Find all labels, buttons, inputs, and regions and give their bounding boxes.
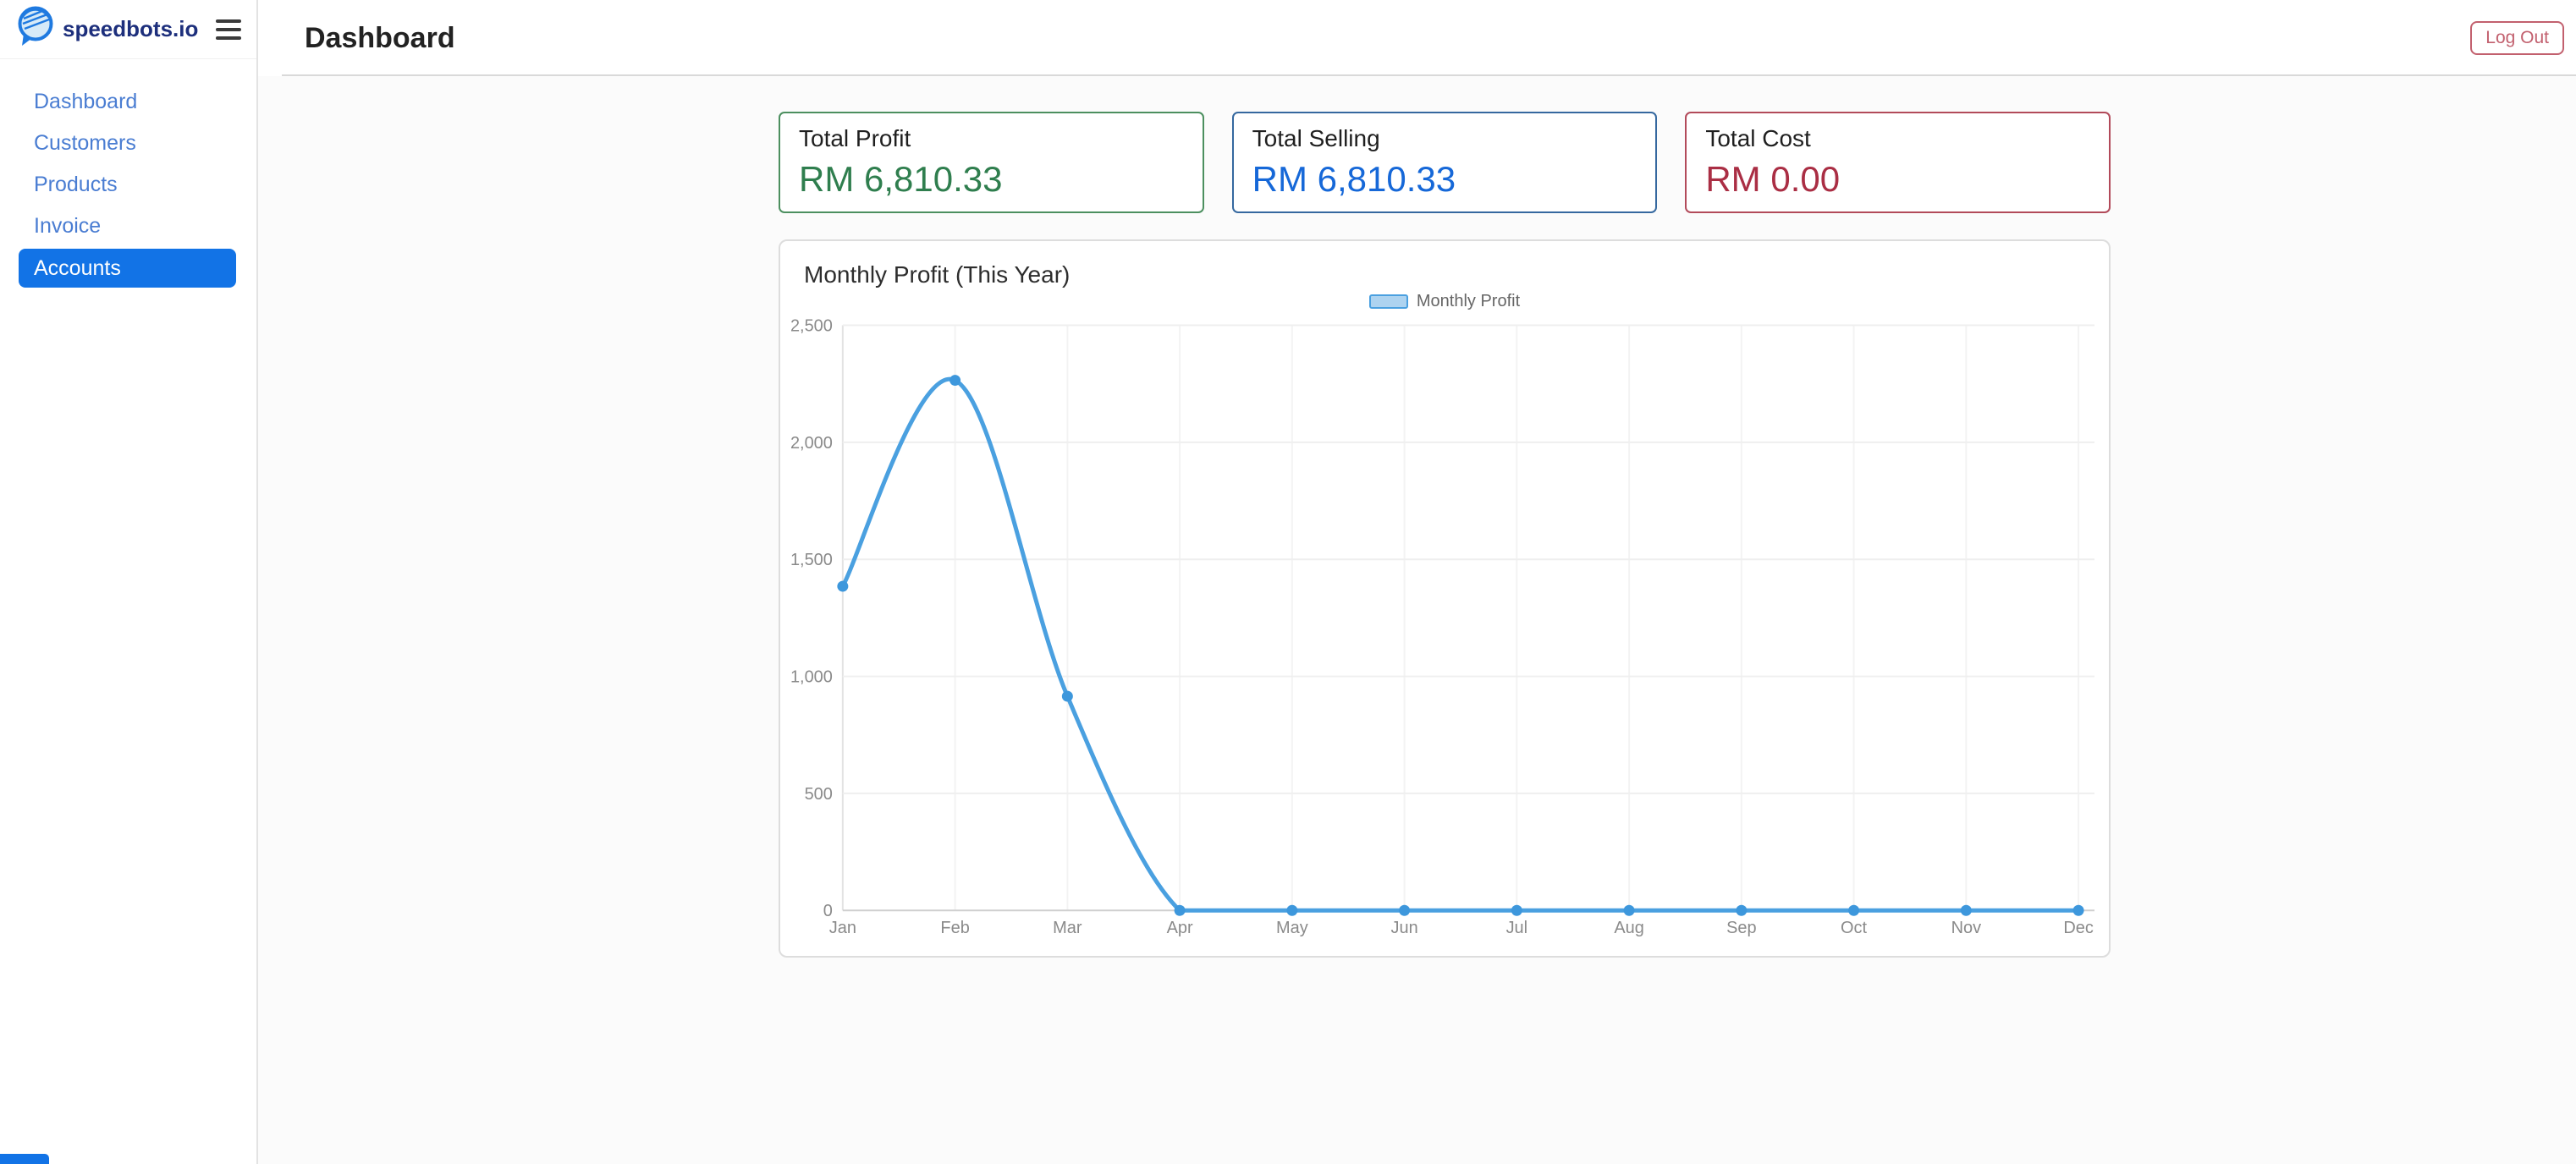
svg-text:Jul: Jul — [1506, 919, 1528, 937]
svg-text:May: May — [1276, 919, 1308, 937]
svg-text:Feb: Feb — [940, 919, 969, 937]
monthly-profit-chart[interactable]: Jan Feb Mar Apr May Jun Jul Aug Sep Oct Nov Dec 2,50… — [780, 241, 2109, 956]
svg-text:1,500: 1,500 — [790, 551, 833, 569]
brand-logo-icon — [17, 5, 54, 53]
svg-text:Jan: Jan — [829, 919, 856, 937]
logo-row: speedbots.io — [0, 0, 256, 59]
partial-nav-pill-fragment — [0, 1154, 49, 1164]
svg-text:1,000: 1,000 — [790, 668, 833, 687]
brand-name: speedbots.io — [63, 16, 199, 41]
svg-text:2,500: 2,500 — [790, 317, 833, 336]
stats-row: Total Profit RM 6,810.33 Total Selling R… — [779, 112, 2111, 213]
content: Total Profit RM 6,810.33 Total Selling R… — [258, 76, 2576, 958]
chart-title: Monthly Profit (This Year) — [804, 261, 1071, 288]
sidebar-item-customers[interactable]: Customers — [34, 131, 136, 155]
svg-text:Aug: Aug — [1614, 919, 1644, 937]
sidebar-nav: Dashboard Customers Products Invoice Acc… — [0, 59, 256, 289]
svg-text:0: 0 — [823, 902, 833, 920]
total-selling-card: Total Selling RM 6,810.33 — [1231, 112, 1658, 213]
total-cost-card: Total Cost RM 0.00 — [1685, 112, 2111, 213]
svg-text:Sep: Sep — [1726, 919, 1757, 937]
stat-value: RM 6,810.33 — [1252, 159, 1456, 199]
monthly-profit-chart-card: Monthly Profit (This Year) Monthly Profi… — [779, 239, 2111, 958]
sidebar-item-products[interactable]: Products — [34, 173, 118, 196]
stat-label: Total Selling — [1252, 125, 1380, 151]
sidebar-item-accounts[interactable]: Accounts — [19, 249, 236, 288]
page-title: Dashboard — [305, 21, 455, 54]
stat-value: RM 6,810.33 — [799, 159, 1003, 199]
top-bar: Dashboard Log Out — [258, 0, 2576, 76]
stat-label: Total Cost — [1705, 125, 1811, 151]
logout-button[interactable]: Log Out — [2470, 21, 2564, 55]
svg-text:Jun: Jun — [1391, 919, 1418, 937]
legend-label: Monthly Profit — [1416, 291, 1521, 310]
total-profit-card: Total Profit RM 6,810.33 — [779, 112, 1204, 213]
svg-text:Mar: Mar — [1053, 919, 1082, 937]
main-area: Dashboard Log Out Total Profit RM 6,810.… — [258, 0, 2576, 1164]
stat-value: RM 0.00 — [1705, 159, 1841, 199]
svg-text:Oct: Oct — [1841, 919, 1868, 937]
sidebar-item-dashboard[interactable]: Dashboard — [34, 90, 138, 113]
svg-text:Nov: Nov — [1951, 919, 1982, 937]
legend-swatch-icon — [1368, 294, 1408, 309]
svg-text:Apr: Apr — [1167, 919, 1193, 937]
sidebar-item-invoice[interactable]: Invoice — [34, 214, 102, 238]
svg-text:Dec: Dec — [2063, 919, 2094, 937]
stat-label: Total Profit — [799, 125, 911, 151]
sidebar: speedbots.io Dashboard Customers Product… — [0, 0, 258, 1164]
menu-icon[interactable] — [216, 19, 241, 40]
chart-legend[interactable]: Monthly Profit — [780, 290, 2109, 312]
svg-text:2,000: 2,000 — [790, 434, 833, 453]
svg-text:500: 500 — [805, 785, 833, 804]
